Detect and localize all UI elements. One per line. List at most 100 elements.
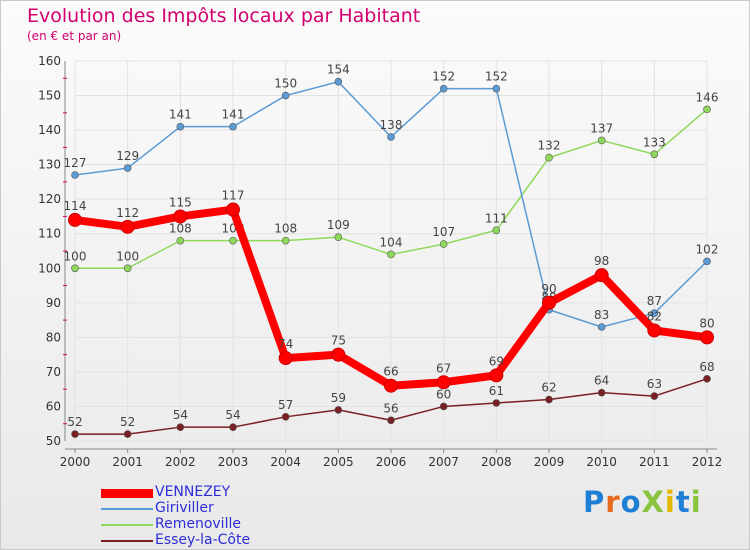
- data-label-essey-la-c-te: 59: [331, 391, 346, 405]
- x-tick-label: 2004: [270, 455, 301, 469]
- data-point-essey-la-c-te: [387, 416, 395, 425]
- data-point-essey-la-c-te: [71, 430, 79, 438]
- data-label-remenoville: 146: [696, 90, 719, 104]
- chart-subtitle: (en € et par an): [27, 29, 122, 43]
- logo-letter: i: [664, 485, 676, 519]
- x-tick-label: 2003: [218, 455, 249, 469]
- data-point-remenoville: [71, 264, 79, 273]
- y-tick-label: 80: [46, 330, 61, 344]
- data-label-remenoville: 132: [538, 139, 561, 153]
- data-label-essey-la-c-te: 60: [436, 387, 451, 401]
- data-point-vennezey: [331, 347, 346, 362]
- data-point-vennezey: [173, 209, 188, 224]
- y-tick-label: 160: [38, 54, 61, 68]
- data-label-essey-la-c-te: 52: [67, 415, 82, 429]
- data-point-essey-la-c-te: [545, 395, 553, 404]
- x-tick-label: 2007: [428, 455, 459, 469]
- data-point-giriviller: [597, 323, 606, 331]
- logo-letter: o: [620, 485, 642, 519]
- data-label-vennezey: 69: [489, 354, 504, 368]
- data-point-remenoville: [492, 226, 501, 235]
- data-point-vennezey: [278, 351, 293, 366]
- data-point-essey-la-c-te: [650, 392, 659, 400]
- data-point-remenoville: [334, 233, 343, 241]
- data-point-essey-la-c-te: [492, 399, 501, 407]
- x-tick-label: 2001: [112, 455, 143, 469]
- y-tick-label: 140: [38, 123, 61, 137]
- data-label-essey-la-c-te: 52: [120, 415, 135, 429]
- data-label-essey-la-c-te: 63: [647, 377, 662, 391]
- data-point-remenoville: [387, 250, 395, 259]
- data-label-remenoville: 111: [485, 211, 508, 225]
- legend-item: Essey-la-Côte: [101, 532, 401, 549]
- data-label-giriviller: 150: [274, 77, 297, 91]
- data-point-giriviller: [650, 309, 659, 317]
- data-point-vennezey: [700, 330, 714, 345]
- logo-letter: t: [675, 485, 691, 519]
- x-tick-label: 2005: [323, 455, 354, 469]
- proxiti-logo: ProXiti: [583, 485, 702, 519]
- data-label-remenoville: 108: [274, 222, 297, 236]
- x-tick-label: 2008: [481, 455, 512, 469]
- data-label-remenoville: 107: [432, 225, 455, 239]
- data-point-remenoville: [439, 240, 448, 248]
- data-label-vennezey: 75: [331, 334, 346, 348]
- legend-label: VENNEZEY: [155, 484, 231, 500]
- data-point-vennezey: [542, 295, 556, 310]
- data-point-vennezey: [594, 268, 609, 283]
- x-tick-label: 2002: [165, 455, 196, 469]
- data-label-essey-la-c-te: 62: [541, 381, 556, 395]
- data-label-essey-la-c-te: 61: [489, 384, 504, 398]
- x-tick-label: 2012: [692, 455, 723, 469]
- data-label-giriviller: 87: [647, 294, 662, 308]
- x-tick-label: 2000: [60, 455, 91, 469]
- y-tick-label: 120: [38, 192, 61, 206]
- data-label-giriviller: 102: [696, 242, 719, 256]
- data-label-giriviller: 83: [594, 308, 609, 322]
- data-label-vennezey: 67: [436, 361, 451, 375]
- data-label-giriviller: 152: [485, 70, 508, 84]
- y-tick-label: 90: [46, 296, 61, 310]
- logo-letter: i: [690, 485, 702, 519]
- data-label-essey-la-c-te: 54: [225, 408, 240, 422]
- data-label-remenoville: 133: [643, 135, 666, 149]
- data-point-giriviller: [176, 122, 185, 131]
- logo-letter: X: [641, 485, 665, 519]
- data-label-giriviller: 138: [380, 118, 403, 132]
- x-tick-label: 2009: [534, 455, 565, 469]
- data-label-remenoville: 137: [590, 121, 613, 135]
- data-label-essey-la-c-te: 54: [173, 408, 188, 422]
- data-point-giriviller: [703, 257, 711, 266]
- data-point-giriviller: [492, 84, 501, 93]
- data-point-essey-la-c-te: [123, 430, 132, 438]
- data-label-vennezey: 90: [541, 282, 556, 296]
- data-point-remenoville: [703, 105, 711, 114]
- data-point-essey-la-c-te: [597, 388, 606, 397]
- data-point-vennezey: [489, 368, 504, 383]
- y-tick-label: 150: [38, 89, 61, 103]
- data-label-vennezey: 115: [169, 195, 192, 209]
- logo-letter: P: [583, 485, 606, 519]
- legend-label: Essey-la-Côte: [155, 532, 251, 548]
- data-point-vennezey: [68, 212, 82, 227]
- legend-item: Remenoville: [101, 516, 401, 533]
- data-label-remenoville: 104: [380, 235, 403, 249]
- data-point-essey-la-c-te: [176, 423, 185, 431]
- data-point-vennezey: [647, 323, 662, 338]
- logo-letter: r: [605, 485, 621, 519]
- data-point-vennezey: [226, 202, 240, 217]
- data-label-giriviller: 141: [222, 108, 245, 122]
- y-tick-label: 50: [46, 434, 61, 448]
- data-point-giriviller: [123, 164, 132, 172]
- data-label-vennezey: 82: [647, 309, 662, 323]
- data-label-vennezey: 114: [64, 199, 87, 213]
- data-point-essey-la-c-te: [439, 402, 448, 411]
- data-label-giriviller: 154: [327, 63, 350, 77]
- legend-swatch: [101, 508, 153, 510]
- data-label-vennezey: 80: [699, 316, 714, 330]
- data-point-remenoville: [229, 236, 237, 245]
- data-label-vennezey: 112: [116, 206, 139, 220]
- data-point-essey-la-c-te: [281, 413, 290, 421]
